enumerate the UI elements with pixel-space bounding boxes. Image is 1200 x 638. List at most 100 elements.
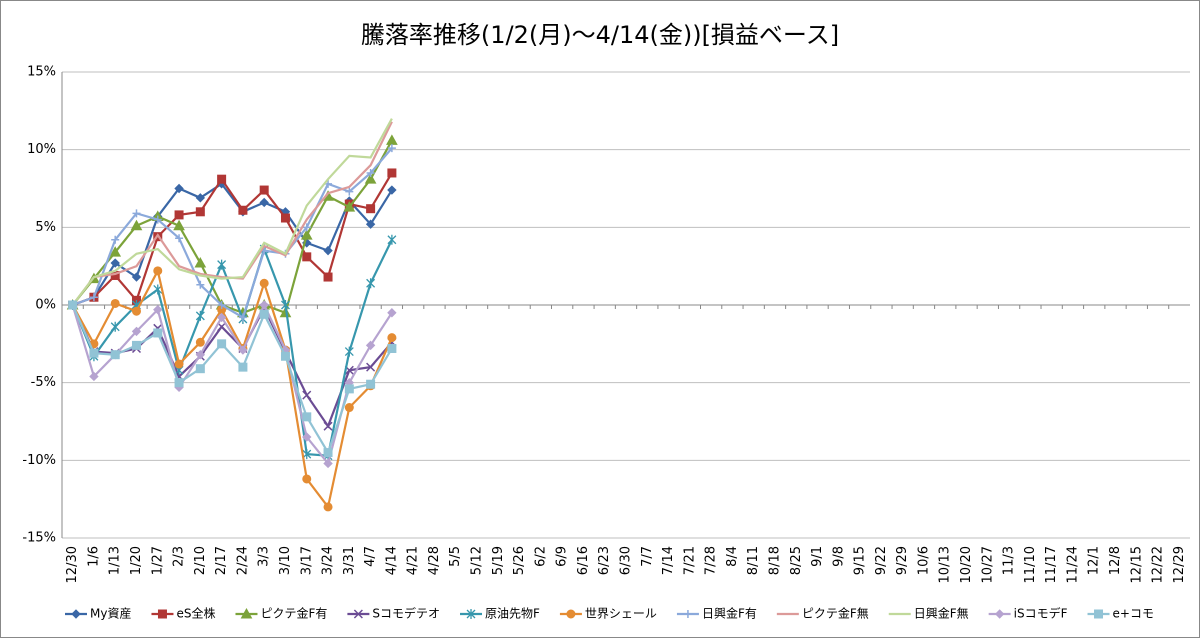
x-tick-label: 7/28 (704, 546, 719, 575)
y-tick-label: -15% (22, 531, 56, 546)
data-point (302, 252, 312, 262)
x-tick-label: 8/25 (789, 546, 804, 575)
legend-marker (466, 609, 476, 619)
data-point (130, 219, 143, 231)
x-tick-label: 11/17 (1044, 546, 1059, 583)
legend-label: iSコモデF (1014, 606, 1068, 621)
x-tick-label: 1/27 (150, 546, 165, 575)
legend-marker (240, 607, 253, 619)
data-point (174, 183, 184, 194)
x-tick-label: 12/8 (1108, 546, 1123, 575)
x-tick-label: 8/4 (725, 546, 740, 567)
x-tick-label: 2/10 (193, 546, 208, 575)
x-tick-label: 8/11 (746, 546, 761, 575)
data-point (175, 234, 184, 243)
x-tick-label: 12/1 (1087, 546, 1102, 575)
data-point (194, 257, 207, 268)
y-tick-label: -5% (31, 375, 56, 390)
data-point (217, 339, 227, 349)
data-point (68, 300, 78, 310)
x-tick-label: 10/20 (959, 546, 974, 583)
data-point (280, 213, 290, 223)
data-point (259, 185, 269, 195)
data-point (344, 346, 354, 357)
x-tick-label: 2/3 (172, 546, 187, 567)
legend-marker (157, 609, 167, 619)
x-tick-label: 9/8 (831, 546, 846, 567)
data-point (302, 223, 311, 232)
legend-label: 日興金F無 (914, 606, 969, 621)
series-line (71, 239, 393, 457)
data-point (259, 197, 269, 208)
legend-label: 日興金F有 (702, 606, 757, 621)
x-tick-label: 12/29 (1172, 546, 1187, 583)
data-point (153, 304, 163, 315)
data-point (238, 205, 248, 215)
data-point (259, 278, 269, 288)
data-point (302, 390, 312, 400)
data-point (217, 259, 227, 270)
y-tick-label: -10% (22, 453, 56, 468)
data-point (110, 298, 120, 308)
data-point (195, 310, 205, 321)
x-tick-label: 6/16 (576, 546, 591, 575)
legend-marker (566, 609, 576, 619)
data-point (153, 328, 163, 338)
x-tick-label: 11/10 (1023, 546, 1038, 583)
x-tick-label: 12/15 (1129, 546, 1144, 583)
series-line (71, 139, 393, 315)
data-point (217, 174, 227, 184)
y-tick-label: 15% (27, 65, 56, 80)
y-tick-label: 10% (27, 142, 56, 157)
legend-marker (71, 609, 81, 619)
legend-marker (994, 609, 1005, 619)
data-point (238, 313, 247, 322)
data-point (259, 309, 269, 319)
data-point (387, 234, 397, 245)
data-point (365, 340, 376, 351)
data-point (280, 351, 290, 361)
x-tick-label: 7/14 (661, 546, 676, 575)
series-line (72, 147, 393, 320)
x-tick-label: 10/27 (980, 546, 995, 583)
data-point (366, 204, 376, 214)
legend-marker (353, 609, 363, 619)
legend-label: Sコモデテオ (372, 606, 440, 621)
x-tick-label: 4/28 (427, 546, 442, 575)
legend-label: e+コモ (1113, 607, 1154, 621)
data-point (174, 378, 184, 388)
data-point (302, 412, 312, 422)
x-tick-label: 4/7 (363, 546, 378, 567)
data-point (195, 337, 205, 347)
x-tick-label: 12/22 (1151, 546, 1166, 583)
data-point (387, 343, 397, 353)
data-point (238, 362, 248, 372)
x-tick-label: 3/3 (257, 546, 272, 567)
data-point (131, 340, 141, 350)
data-point (195, 207, 205, 217)
data-point (323, 421, 333, 431)
data-point (195, 193, 206, 203)
legend-label: ピクテ金F無 (802, 606, 869, 621)
data-point (132, 209, 141, 218)
data-point (131, 306, 141, 316)
data-point (216, 312, 227, 323)
data-point (387, 144, 396, 153)
legend-marker (683, 610, 692, 618)
data-point (300, 229, 313, 240)
series-line (71, 304, 393, 456)
x-tick-label: 3/24 (321, 546, 336, 575)
series-line (72, 172, 393, 307)
data-point (174, 210, 184, 220)
x-tick-label: 9/1 (810, 546, 825, 567)
data-point (366, 168, 375, 177)
data-point (345, 187, 354, 196)
x-tick-label: 5/19 (491, 546, 506, 575)
data-point (323, 458, 333, 469)
legend-label: eS全株 (176, 606, 215, 621)
data-point (131, 326, 142, 337)
x-tick-label: 8/18 (767, 546, 782, 575)
data-point (174, 359, 184, 369)
x-tick-label: 9/22 (874, 546, 889, 575)
data-point (387, 308, 397, 318)
